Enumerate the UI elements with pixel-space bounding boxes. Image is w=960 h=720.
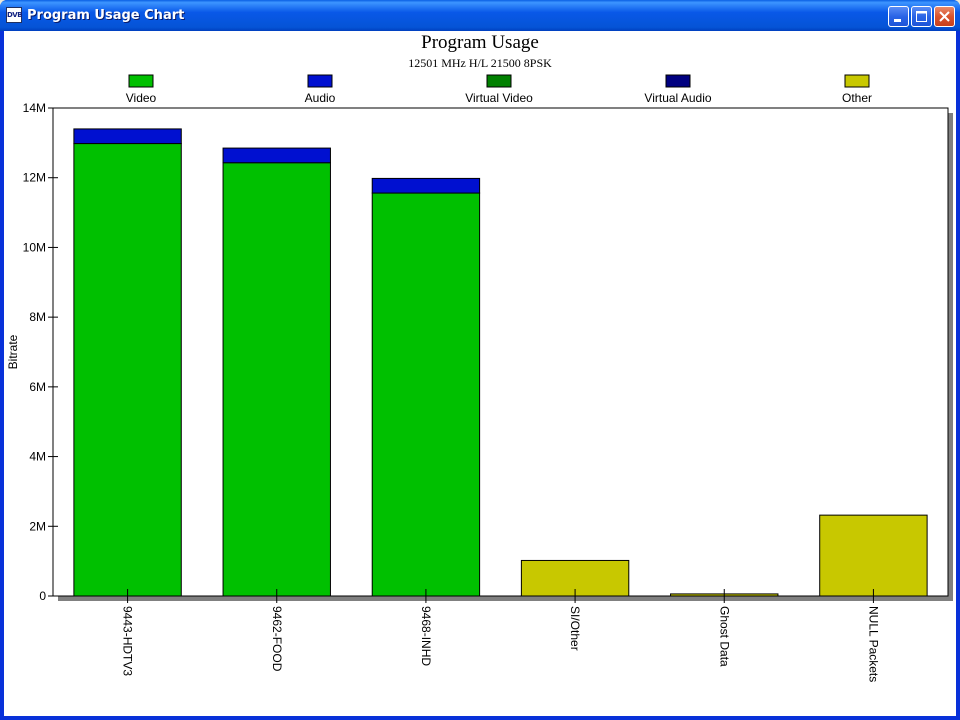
program-usage-chart: Program Usage 12501 MHz H/L 21500 8PSK V… — [6, 32, 953, 682]
y-tick-label: 8M — [29, 310, 46, 324]
y-tick-label: 0 — [39, 589, 46, 603]
bar-9462-food-audio — [222, 147, 331, 164]
bar-9443-hdtv3-audio — [73, 128, 182, 145]
minimize-button[interactable] — [888, 6, 909, 27]
y-tick-label: 2M — [29, 519, 46, 533]
y-tick-label: 4M — [29, 450, 46, 464]
x-tick-label: 9443-HDTV3 — [121, 606, 135, 676]
bar-null-packets-other — [819, 514, 928, 597]
y-tick-label: 14M — [23, 101, 46, 115]
x-tick-label: Ghost Data — [717, 606, 731, 667]
close-icon — [939, 11, 950, 22]
bar-9462-food-video — [222, 162, 331, 597]
x-tick-label: SI/Other — [568, 606, 582, 651]
legend-swatch-other — [844, 74, 870, 88]
y-tick-label: 12M — [23, 171, 46, 185]
window-bottom-border — [0, 716, 960, 720]
title-bar[interactable]: DVB Program Usage Chart — [0, 0, 960, 31]
window-title: Program Usage Chart — [27, 8, 185, 23]
legend-swatch-video — [128, 74, 154, 88]
minimize-icon — [894, 19, 901, 22]
chart-subtitle: 12501 MHz H/L 21500 8PSK — [408, 56, 552, 70]
legend-swatch-virtual-audio — [665, 74, 691, 88]
y-axis-label: Bitrate — [6, 334, 20, 369]
legend: Video Audio Virtual Video Virtual Audio Othe… — [126, 74, 872, 105]
legend-swatch-audio — [307, 74, 333, 88]
x-tick-label: NULL Packets — [866, 606, 880, 682]
legend-label-video: Video — [126, 91, 157, 105]
plot-frame — [52, 107, 949, 597]
chart-title: Program Usage — [421, 32, 539, 53]
plot-area: 0 2M 4M 6M 8M 10M 12M 14M 9443-HDTV3 9462-FOOD 946… — [23, 101, 953, 682]
legend-label-audio: Audio — [305, 91, 336, 105]
maximize-icon — [916, 11, 927, 22]
x-tick-label: 9468-INHD — [419, 606, 433, 666]
close-button[interactable] — [934, 6, 955, 27]
maximize-button[interactable] — [911, 6, 932, 27]
y-tick-label: 10M — [23, 240, 46, 254]
bar-9468-inhd-audio — [371, 177, 481, 194]
chart-area: Program Usage 12501 MHz H/L 21500 8PSK V… — [4, 31, 956, 716]
legend-label-virtual-audio: Virtual Audio — [644, 91, 711, 105]
dvb-app-icon[interactable]: DVB — [6, 7, 23, 23]
legend-label-other: Other — [842, 91, 872, 105]
bar-9443-hdtv3-video — [73, 143, 182, 597]
x-tick-label: 9462-FOOD — [270, 606, 284, 672]
y-tick-label: 6M — [29, 380, 46, 394]
bar-9468-inhd-video — [371, 192, 481, 597]
legend-label-virtual-video: Virtual Video — [465, 91, 533, 105]
legend-swatch-virtual-video — [486, 74, 512, 88]
